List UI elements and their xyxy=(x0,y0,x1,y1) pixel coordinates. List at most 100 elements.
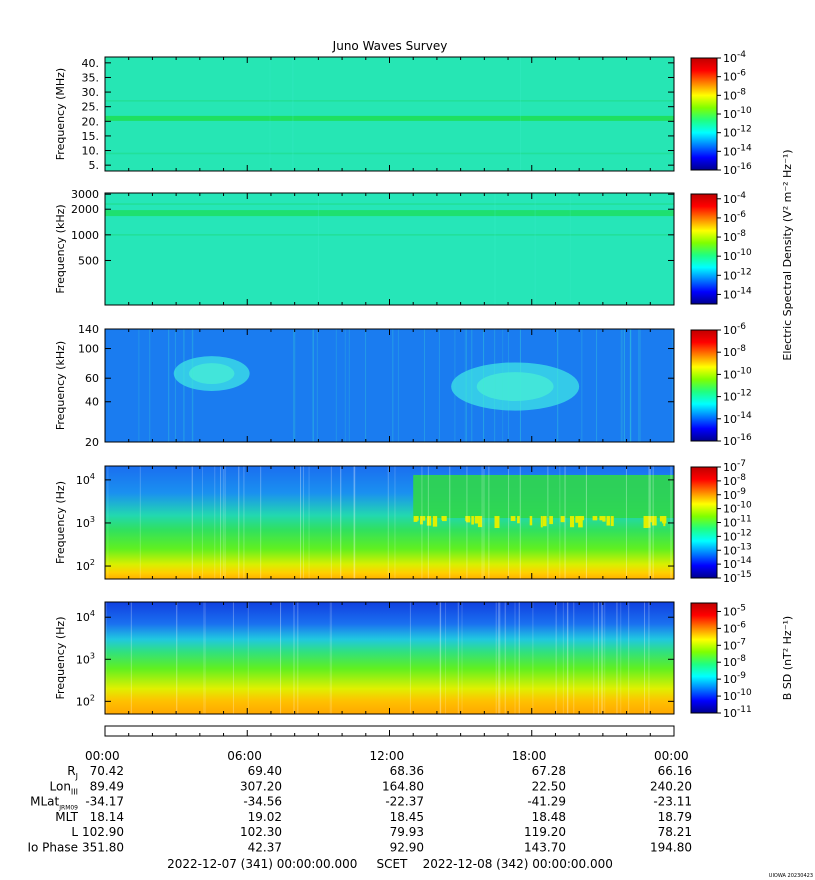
texture-streak xyxy=(623,329,625,442)
texture-streak xyxy=(330,466,332,579)
texture-streak xyxy=(639,329,641,442)
y-tick-label: 103 xyxy=(76,515,95,530)
time-axis: 00:00 06:00 12:00 18:00 00:00 xyxy=(85,725,689,763)
spectrogram-panels: 5.10. 15. 20.25. 30. 35.40. Frequency (MHz) 10… xyxy=(54,50,794,720)
colorbar-tick-label: 10-14 xyxy=(723,143,752,158)
chart-title: Juno Waves Survey xyxy=(332,39,448,53)
texture-streak xyxy=(300,466,302,579)
texture-streak xyxy=(597,602,599,714)
y-axis-label: Frequency (kHz) xyxy=(54,341,67,430)
texture-streak xyxy=(581,329,583,442)
colorbar-tick-label: 10-7 xyxy=(723,459,746,474)
emission-spike xyxy=(441,516,447,522)
texture-streak xyxy=(222,466,224,579)
colorbar-tick-label: 10-4 xyxy=(723,50,746,65)
colorbar-tick-label: 10-6 xyxy=(723,210,746,225)
colorbar-tick-label: 10-11 xyxy=(723,705,752,720)
texture-streak xyxy=(294,329,296,442)
texture-streak xyxy=(348,329,350,442)
y-tick-label: 40. xyxy=(82,57,100,70)
emission-core xyxy=(188,363,235,384)
colorbar-tick-label: 10-8 xyxy=(723,473,746,488)
texture-streak xyxy=(518,602,520,714)
y-tick-label: 20 xyxy=(85,436,99,449)
ephemeris-value: -23.11 xyxy=(653,795,692,809)
texture-streak xyxy=(481,466,483,579)
y-tick-label: 103 xyxy=(76,651,95,666)
texture-streak xyxy=(483,329,485,442)
ephemeris-value: 68.36 xyxy=(390,764,424,778)
texture-streak xyxy=(652,466,654,579)
colorbar-tick-label: 10-16 xyxy=(723,433,752,448)
ephemeris-value: -34.56 xyxy=(243,795,282,809)
texture-streak xyxy=(293,602,295,714)
time-axis-label: 18:00 xyxy=(512,749,547,763)
texture-streak xyxy=(508,466,510,579)
texture-streak xyxy=(648,602,650,714)
texture-streak xyxy=(269,57,271,171)
texture-streak xyxy=(495,602,497,714)
texture-streak xyxy=(498,602,500,714)
colorbar-tick-label: 10-10 xyxy=(723,501,752,516)
colorbar-p3: 10-6 10-8 10-10 10-12 10-14 10-16 xyxy=(690,322,752,448)
ephemeris-value: 102.90 xyxy=(82,825,124,839)
colorbar-tick-label: 10-4 xyxy=(723,191,746,206)
ephemeris-label: RJ xyxy=(67,764,78,781)
emission-spike xyxy=(659,516,664,522)
texture-streak xyxy=(130,602,132,714)
texture-streak xyxy=(445,602,447,714)
y-tick-label: 20. xyxy=(82,115,100,128)
ephemeris-value: 42.37 xyxy=(248,841,282,855)
colorbar-tick-label: 10-8 xyxy=(723,654,746,669)
colorbar-tick-label: 10-16 xyxy=(723,162,752,177)
colorbar-tick-label: 10-7 xyxy=(723,637,746,652)
y-tick-label: 102 xyxy=(76,558,95,573)
texture-streak xyxy=(630,329,632,442)
texture-streak xyxy=(409,602,411,714)
y-tick-label: 60 xyxy=(85,372,99,385)
texture-streak xyxy=(191,329,193,442)
texture-streak xyxy=(292,57,294,171)
texture-streak xyxy=(340,466,342,579)
texture-streak xyxy=(494,329,496,442)
emission-spike xyxy=(663,516,666,527)
emission-spike xyxy=(432,516,438,527)
spectrogram-p4 xyxy=(105,466,674,579)
texture-streak xyxy=(293,329,295,442)
credit-label: UIOWA 20230423 xyxy=(769,873,813,879)
colorbar-tick-label: 10-12 xyxy=(723,528,752,543)
texture-streak xyxy=(335,329,337,442)
panel-p1: 5.10. 15. 20.25. 30. 35.40. Frequency (MHz) 10… xyxy=(54,50,752,177)
emission-band xyxy=(105,234,674,236)
texture-streak xyxy=(471,329,473,442)
texture-streak xyxy=(555,602,557,714)
spectrogram-background xyxy=(105,193,674,305)
ephemeris-value: 66.16 xyxy=(658,764,692,778)
colorbar-p5: 10-5 10-6 10-7 10-8 10-9 10-10 10-11 B SD (nT² … xyxy=(690,602,794,720)
texture-streak xyxy=(394,466,396,579)
texture-streak xyxy=(466,466,468,579)
texture-streak xyxy=(567,602,569,714)
texture-streak xyxy=(502,329,504,442)
emission-core xyxy=(476,372,554,401)
texture-streak xyxy=(514,602,516,714)
spectrogram-p5 xyxy=(105,602,674,714)
texture-streak xyxy=(139,466,141,579)
colorbar-gradient xyxy=(690,57,718,171)
colorbar-tick-label: 10-6 xyxy=(723,322,746,337)
ephemeris-value: 70.42 xyxy=(90,764,124,778)
y-tick-label: 5. xyxy=(89,159,100,172)
texture-streak xyxy=(280,602,282,714)
ephemeris-value: 18.79 xyxy=(658,810,692,824)
texture-streak xyxy=(204,602,206,714)
emission-spike xyxy=(540,516,543,528)
texture-streak xyxy=(260,466,262,579)
emission-spike xyxy=(529,516,533,526)
texture-streak xyxy=(421,466,423,579)
ephemeris-value: 102.30 xyxy=(240,825,282,839)
texture-streak xyxy=(483,466,485,579)
y-tick-label: 30. xyxy=(82,86,100,99)
